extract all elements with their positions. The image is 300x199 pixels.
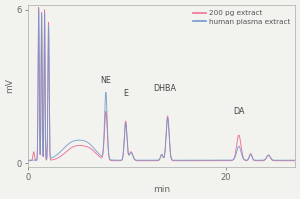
Text: E: E bbox=[124, 89, 129, 98]
X-axis label: min: min bbox=[153, 185, 170, 194]
Legend: 200 pg extract, human plasma extract: 200 pg extract, human plasma extract bbox=[191, 9, 292, 26]
Text: NE: NE bbox=[100, 76, 111, 85]
Text: DA: DA bbox=[233, 107, 244, 116]
Text: DHBA: DHBA bbox=[153, 84, 176, 93]
Y-axis label: mV: mV bbox=[5, 79, 14, 93]
